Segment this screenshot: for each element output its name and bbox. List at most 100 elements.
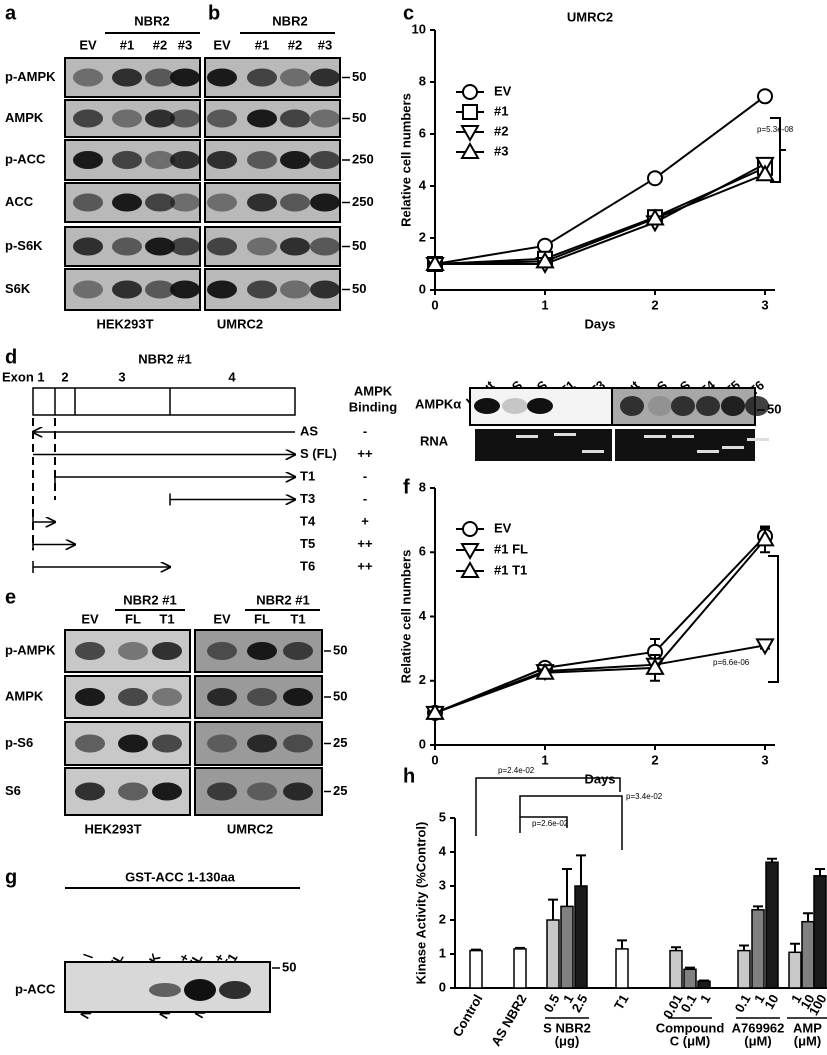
y-tick-label: 2 — [439, 911, 446, 926]
blot-band — [502, 398, 528, 414]
bar — [683, 968, 697, 989]
blot-band — [745, 396, 769, 416]
error-bar — [562, 868, 572, 907]
blot-band — [280, 109, 310, 128]
x-tick-label: 0 — [431, 752, 438, 767]
row-label: S6K — [5, 281, 31, 296]
y-axis-label: Relative cell numbers — [398, 93, 413, 227]
binding-score: - — [363, 423, 367, 438]
row-label: p-S6K — [5, 238, 43, 253]
blot-band — [247, 68, 277, 87]
group-label: Compound — [656, 1020, 725, 1035]
blot-band — [280, 193, 310, 212]
bar — [697, 980, 711, 989]
blot-band — [184, 979, 216, 1001]
panel-label: c — [403, 2, 414, 24]
group-label: AMP — [793, 1020, 822, 1035]
blot-band — [112, 280, 142, 299]
construct-name: T4 — [300, 513, 316, 528]
blot-band — [152, 688, 182, 706]
binding-score: ++ — [357, 536, 373, 551]
exon-label: 2 — [61, 369, 68, 384]
blot-band — [283, 688, 313, 706]
legend-label: #1 T1 — [494, 562, 527, 577]
panel-label: h — [403, 765, 415, 787]
x-tick-label: 1 — [541, 297, 548, 312]
group-label: (μg) — [555, 1033, 580, 1048]
blot-band — [73, 151, 103, 169]
lane-label: T1 — [290, 611, 305, 626]
point — [535, 251, 555, 269]
x-tick-label: 1 — [541, 752, 548, 767]
y-tick-label: 4 — [419, 177, 427, 192]
blot-band — [247, 734, 277, 753]
group-label: (μM) — [794, 1033, 821, 1048]
gel-band — [554, 433, 576, 436]
blot-band — [247, 193, 277, 212]
blot-band — [73, 193, 103, 212]
blot-band — [207, 68, 237, 87]
x-axis-label: Days — [584, 771, 615, 786]
bar — [813, 875, 827, 989]
y-tick-label: 8 — [419, 479, 426, 494]
series-line — [434, 538, 766, 714]
blot-band — [283, 782, 313, 801]
lane-label: #2 — [288, 37, 302, 52]
construct-name: T1 — [300, 468, 315, 483]
blot-band — [474, 398, 500, 414]
p-value: p=6.6e-06 — [713, 658, 750, 667]
construct-name: T5 — [300, 536, 315, 551]
blot-band — [283, 642, 313, 660]
row-label: p-ACC — [15, 981, 56, 996]
blot-band — [247, 782, 277, 801]
x-tick-label: 10 — [797, 992, 817, 1012]
error-bar — [753, 905, 763, 910]
blot-band — [671, 396, 695, 416]
size-marker: 50 — [352, 69, 366, 84]
bar — [669, 949, 683, 989]
x-tick-label: 3 — [761, 297, 768, 312]
blot-band — [170, 193, 200, 212]
size-marker: 50 — [352, 281, 366, 296]
blot-band — [118, 734, 148, 753]
y-tick-label: 10 — [412, 21, 426, 36]
series-line — [434, 173, 766, 265]
panel-label: a — [5, 2, 17, 24]
blot-band — [207, 193, 237, 212]
blot-band — [145, 151, 175, 169]
panel-label: g — [5, 866, 17, 888]
lane-label: EV — [213, 611, 231, 626]
lane-label: FL — [125, 611, 141, 626]
blot-band — [112, 151, 142, 169]
point — [755, 164, 775, 182]
point — [645, 657, 665, 675]
row-label: RNA — [420, 433, 449, 448]
blot-band — [118, 642, 148, 660]
p-value: p=2.4e-02 — [498, 766, 535, 775]
chart-title: UMRC2 — [567, 9, 613, 24]
error-bar — [685, 966, 695, 970]
row-label: AMPK — [5, 688, 44, 703]
legend-marker — [462, 521, 478, 537]
blot-band — [620, 396, 644, 416]
group-label: S NBR2 — [543, 1020, 591, 1035]
x-tick-label: 3 — [761, 752, 768, 767]
gel-band — [747, 438, 769, 441]
series-line — [434, 166, 766, 265]
blot-band — [145, 68, 175, 87]
size-marker: 50 — [352, 238, 366, 253]
blot-band — [207, 151, 237, 169]
y-tick-label: 6 — [419, 544, 426, 559]
panel-label: e — [5, 586, 16, 608]
y-axis-label: Relative cell numbers — [398, 550, 413, 684]
lane-label: #3 — [178, 37, 192, 52]
point — [535, 662, 555, 680]
row-label: ACC — [5, 194, 34, 209]
x-tick-label: T1 — [611, 992, 632, 1013]
error-bar — [699, 979, 709, 982]
error-bar — [548, 898, 558, 920]
y-tick-label: 8 — [419, 73, 426, 88]
group-label: A769962 — [732, 1020, 785, 1035]
